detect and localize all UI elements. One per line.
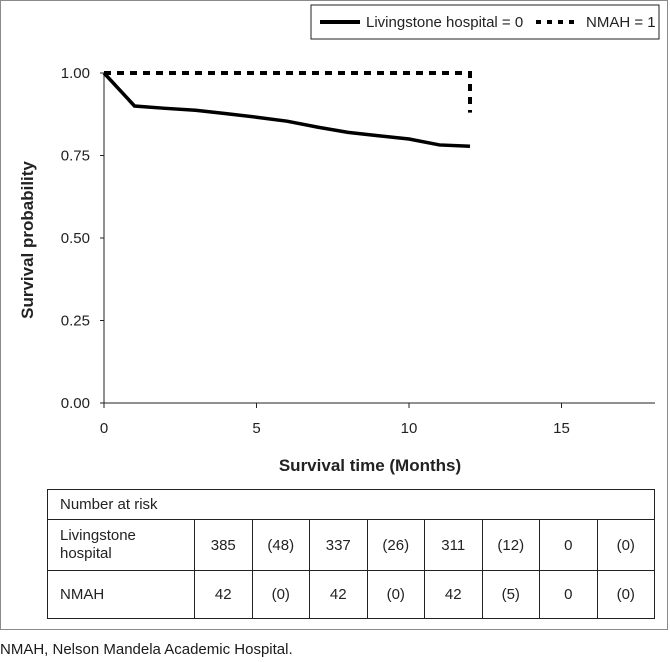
series-line-nmah bbox=[104, 71, 472, 113]
figure-caption: NMAH, Nelson Mandela Academic Hospital. bbox=[0, 641, 293, 658]
risk-cell: 42 bbox=[194, 570, 253, 619]
risk-cell: 0 bbox=[539, 570, 598, 619]
figure-frame bbox=[0, 0, 668, 630]
survival-chart: Livingstone hospital = 0 NMAH = 1 0.000.… bbox=[18, 4, 660, 475]
risk-row-livingstone: Livingstone hospital 385 (48) 337 (26) 3… bbox=[47, 519, 655, 571]
risk-row-label: Livingstone hospital bbox=[47, 519, 195, 571]
risk-cell: 42 bbox=[309, 570, 368, 619]
x-tick-label: 15 bbox=[553, 420, 570, 437]
x-tick-label: 5 bbox=[252, 420, 260, 437]
legend: Livingstone hospital = 0 NMAH = 1 bbox=[310, 4, 660, 40]
risk-cell: (48) bbox=[251, 519, 310, 571]
risk-row-nmah: NMAH 42 (0) 42 (0) 42 (5) 0 (0) bbox=[47, 570, 655, 619]
y-tick-label: 0.50 bbox=[61, 230, 90, 247]
risk-cell: 0 bbox=[539, 519, 598, 571]
risk-cell: (26) bbox=[366, 519, 425, 571]
risk-cell: (0) bbox=[596, 570, 655, 619]
y-ticks: 0.00 0.25 0.50 0.75 1.00 bbox=[61, 65, 104, 412]
risk-cell: (12) bbox=[481, 519, 540, 571]
risk-cell: 311 bbox=[424, 519, 483, 571]
risk-table-header: Number at risk bbox=[47, 489, 655, 520]
y-tick-label: 0.75 bbox=[61, 148, 90, 165]
series-lines bbox=[102, 71, 472, 149]
risk-row-label: NMAH bbox=[47, 570, 195, 619]
legend-box bbox=[310, 4, 660, 40]
legend-label-livingstone: Livingstone hospital = 0 bbox=[366, 14, 523, 31]
risk-cell: 337 bbox=[309, 519, 368, 571]
y-tick-label: 0.00 bbox=[61, 395, 90, 412]
series-line-livingstone bbox=[102, 71, 471, 149]
risk-cell: (0) bbox=[596, 519, 655, 571]
y-tick-label: 0.25 bbox=[61, 313, 90, 330]
y-axis-label: Survival probability bbox=[18, 161, 37, 319]
x-tick-label: 0 bbox=[100, 420, 108, 437]
y-tick-label: 1.00 bbox=[61, 65, 90, 82]
x-tick-label: 10 bbox=[401, 420, 418, 437]
risk-cell: (0) bbox=[366, 570, 425, 619]
risk-cell: (5) bbox=[481, 570, 540, 619]
x-ticks: 0 5 10 15 bbox=[100, 403, 570, 437]
risk-table-header-row: Number at risk bbox=[47, 489, 655, 520]
risk-cell: 385 bbox=[194, 519, 253, 571]
risk-cell: (0) bbox=[251, 570, 310, 619]
x-axis-label: Survival time (Months) bbox=[279, 456, 461, 475]
risk-cell: 42 bbox=[424, 570, 483, 619]
legend-label-nmah: NMAH = 1 bbox=[586, 14, 656, 31]
number-at-risk-table: Number at risk Livingstone hospital 385 … bbox=[47, 489, 655, 619]
